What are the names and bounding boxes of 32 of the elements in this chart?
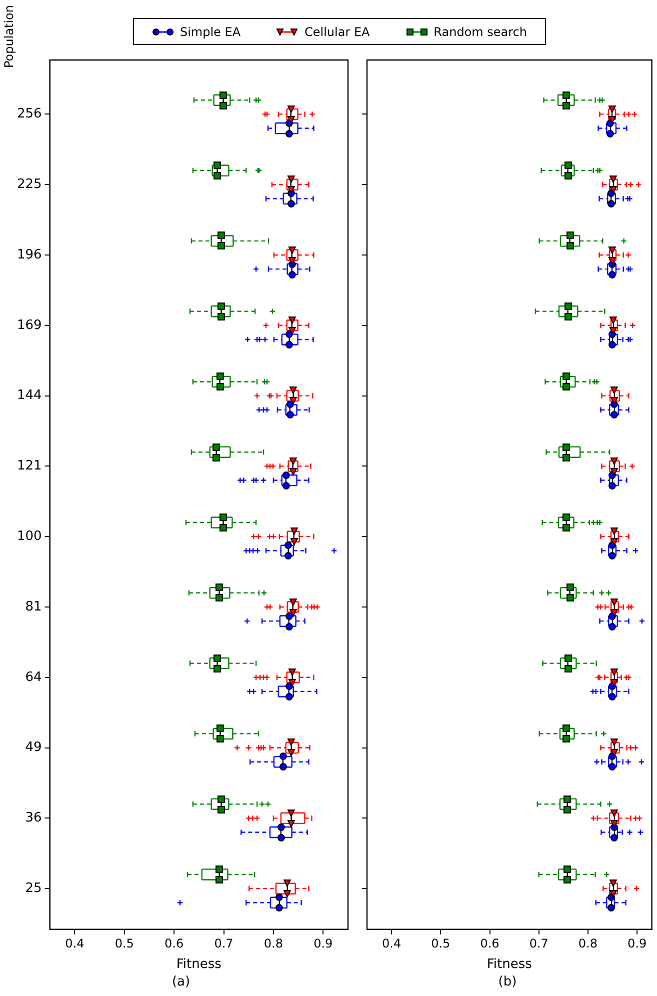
x-tick-label: 0.8 <box>264 936 283 951</box>
x-tick-label: 0.5 <box>431 936 450 951</box>
x-tick-label: 0.5 <box>114 936 134 951</box>
legend-label: Cellular EA <box>304 24 370 38</box>
text: (a) <box>172 974 190 990</box>
y-tick-label: 169 <box>16 318 42 333</box>
text: (b) <box>498 974 517 990</box>
x-axis-title: Fitness <box>176 956 222 972</box>
legend-label: Random search <box>434 24 528 38</box>
x-tick-label: 0.8 <box>578 936 598 951</box>
y-tick-label: 36 <box>25 810 42 826</box>
x-tick-label: 0.9 <box>628 936 647 951</box>
y-axis-title: Population <box>2 5 16 68</box>
x-tick-label: 0.4 <box>65 936 84 951</box>
legend-label: Simple EA <box>180 24 241 38</box>
x-tick-label: 0.7 <box>529 936 548 951</box>
y-tick-label: 64 <box>25 670 42 685</box>
y-tick-label: 196 <box>16 247 42 262</box>
x-tick-label: 0.9 <box>314 936 333 951</box>
y-tick-label: 121 <box>16 458 42 474</box>
x-tick-label: 0.4 <box>382 936 402 951</box>
x-tick-label: 0.6 <box>164 936 184 951</box>
y-tick-label: 25 <box>25 880 42 896</box>
x-tick-label: 0.7 <box>214 936 234 951</box>
y-tick-label: 144 <box>16 388 42 404</box>
y-tick-label: 81 <box>25 599 42 614</box>
y-tick-label: 256 <box>16 106 42 122</box>
y-tick-label: 100 <box>16 528 42 544</box>
y-tick-label: 49 <box>25 740 42 756</box>
y-tick-label: 225 <box>16 176 42 192</box>
x-tick-label: 0.6 <box>480 936 500 951</box>
x-axis-title: Fitness <box>486 956 532 972</box>
